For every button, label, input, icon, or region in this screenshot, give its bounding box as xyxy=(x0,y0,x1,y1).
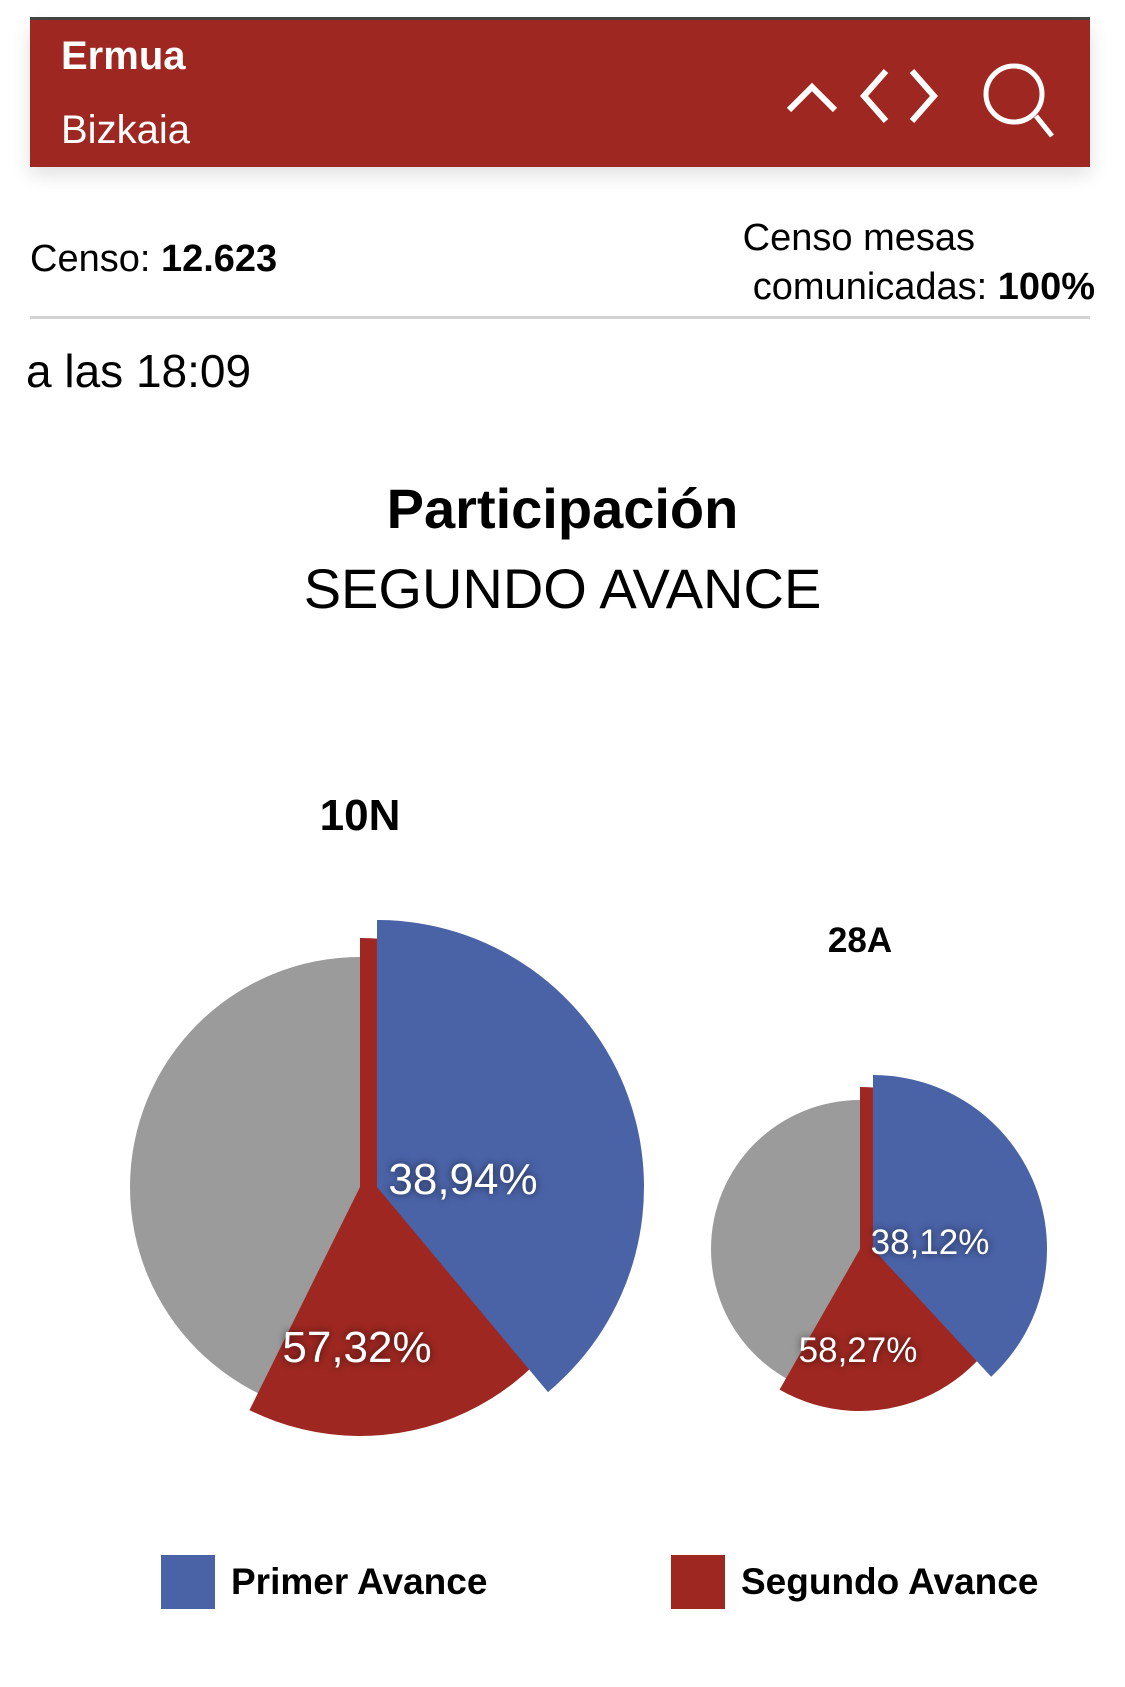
censo-label: Censo: xyxy=(30,238,151,280)
chevron-left-icon[interactable] xyxy=(856,66,892,126)
data-label-primer: 38,12% xyxy=(871,1223,990,1262)
divider xyxy=(30,316,1090,319)
chevron-right-icon[interactable] xyxy=(906,66,942,126)
pie-slice-primer xyxy=(873,1075,1047,1377)
header-bar: Ermua Bizkaia xyxy=(30,20,1090,167)
update-time: a las 18:09 xyxy=(26,345,252,397)
legend-label-segundo: Segundo Avance xyxy=(741,1561,1039,1602)
data-label-primer: 38,94% xyxy=(388,1155,537,1204)
legend-item-primer: Primer Avance xyxy=(161,1555,487,1609)
chart-subtitle: SEGUNDO AVANCE xyxy=(303,557,822,620)
search-icon[interactable] xyxy=(980,58,1060,148)
chart-title: Participación xyxy=(386,477,739,540)
municipality-name: Ermua xyxy=(61,34,186,78)
legend-item-segundo: Segundo Avance xyxy=(671,1555,1038,1609)
mesas-value: 100% xyxy=(997,266,1095,308)
chevron-up-icon[interactable] xyxy=(785,72,839,126)
censo-value: 12.623 xyxy=(160,238,278,280)
mesas-label-1: Censo mesas xyxy=(742,217,975,259)
pie-title: 28A xyxy=(828,921,892,960)
legend-swatch-primer xyxy=(161,1555,215,1609)
data-label-segundo: 57,32% xyxy=(282,1323,431,1372)
pie-charts: 10N 38,94% 57,32% 28A 38,12% 58,27% xyxy=(130,791,1047,1436)
province-name: Bizkaia xyxy=(61,108,190,152)
legend-swatch-segundo xyxy=(671,1555,725,1609)
data-label-segundo: 58,27% xyxy=(799,1331,918,1370)
header-top-border xyxy=(30,17,1090,20)
pie-slice-primer xyxy=(377,920,644,1393)
pie-title: 10N xyxy=(320,791,401,840)
censo-mesas: Censo mesas comunicadas: 100% xyxy=(743,214,1095,312)
mesas-label-2: comunicadas: xyxy=(752,266,988,308)
legend-label-primer: Primer Avance xyxy=(231,1561,488,1602)
censo: Censo: 12.623 xyxy=(30,238,277,281)
